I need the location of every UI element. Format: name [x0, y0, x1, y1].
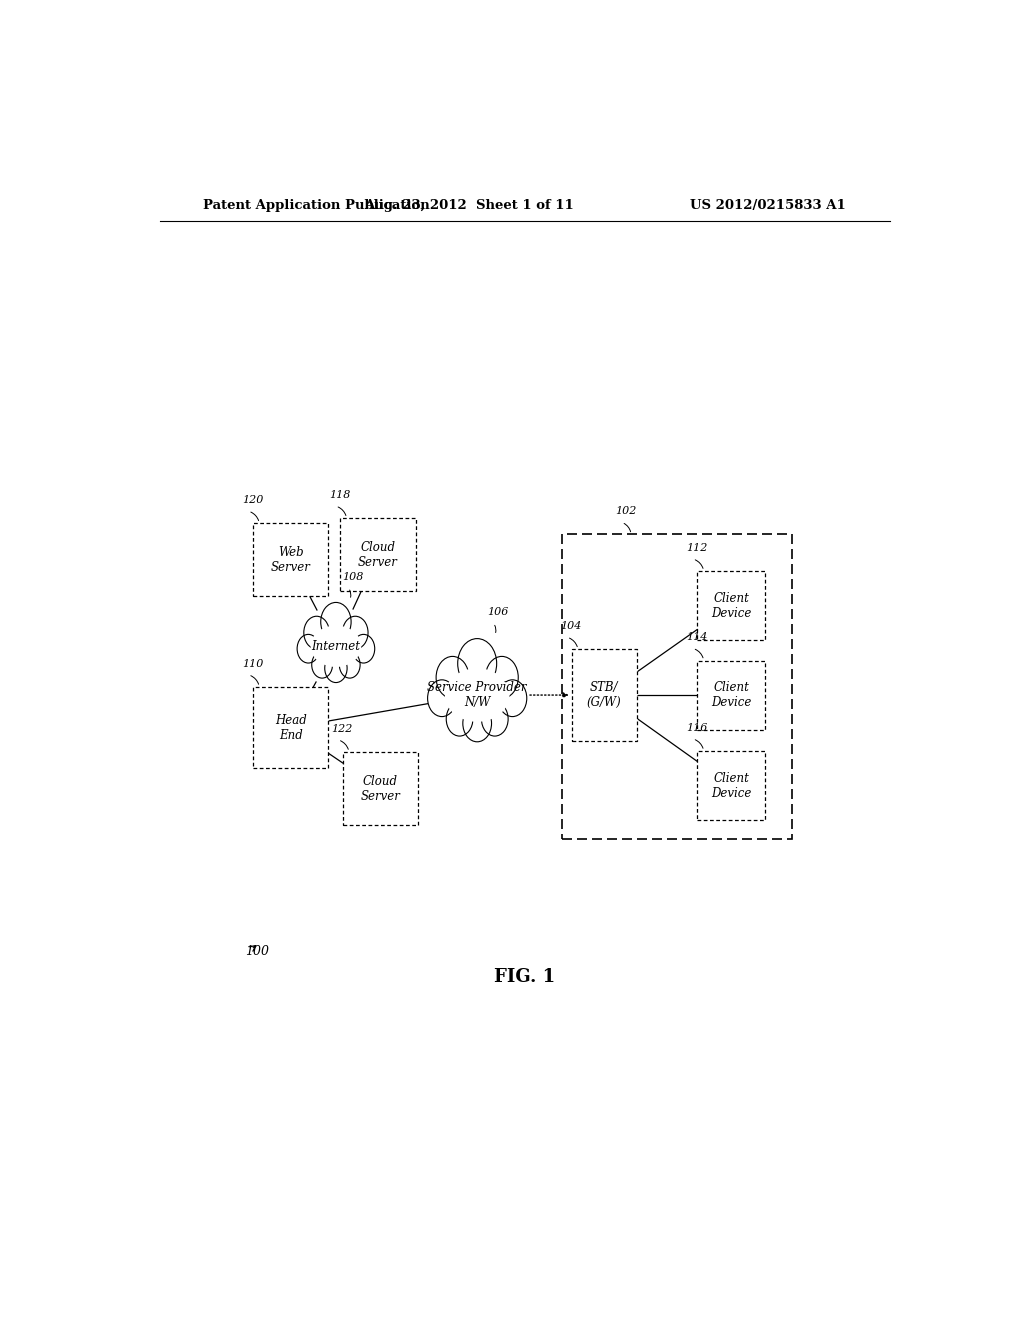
- Text: 106: 106: [486, 607, 508, 616]
- Text: 114: 114: [686, 632, 708, 643]
- Circle shape: [446, 702, 473, 737]
- Circle shape: [339, 652, 360, 678]
- Text: 108: 108: [342, 572, 364, 582]
- Text: FIG. 1: FIG. 1: [495, 968, 555, 986]
- Circle shape: [498, 680, 526, 717]
- Text: 112: 112: [686, 543, 708, 553]
- Ellipse shape: [310, 626, 361, 667]
- Circle shape: [325, 653, 347, 682]
- Text: Head
End: Head End: [274, 714, 306, 742]
- FancyBboxPatch shape: [697, 751, 765, 820]
- Circle shape: [463, 705, 492, 742]
- Circle shape: [304, 616, 330, 649]
- Text: 122: 122: [332, 723, 353, 734]
- Circle shape: [481, 702, 508, 737]
- Circle shape: [485, 656, 518, 698]
- Text: Patent Application Publication: Patent Application Publication: [204, 199, 430, 213]
- FancyBboxPatch shape: [253, 523, 329, 597]
- Text: Web
Server: Web Server: [270, 546, 310, 574]
- Circle shape: [352, 635, 375, 663]
- Text: 120: 120: [242, 495, 263, 506]
- Circle shape: [321, 602, 351, 642]
- Text: Service Provider
N/W: Service Provider N/W: [427, 681, 527, 709]
- FancyBboxPatch shape: [697, 660, 765, 730]
- Text: Client
Device: Client Device: [711, 591, 752, 619]
- FancyBboxPatch shape: [340, 519, 416, 591]
- Text: 110: 110: [242, 659, 263, 669]
- Text: Cloud
Server: Cloud Server: [360, 775, 400, 803]
- Text: 116: 116: [686, 722, 708, 733]
- FancyBboxPatch shape: [571, 649, 637, 741]
- Text: STB/
(G/W): STB/ (G/W): [587, 681, 622, 709]
- Circle shape: [458, 639, 497, 689]
- Text: 118: 118: [329, 490, 350, 500]
- Text: 102: 102: [615, 506, 637, 516]
- Text: Aug. 23, 2012  Sheet 1 of 11: Aug. 23, 2012 Sheet 1 of 11: [365, 199, 574, 213]
- FancyBboxPatch shape: [343, 752, 418, 825]
- Circle shape: [342, 616, 368, 649]
- Text: Client
Device: Client Device: [711, 771, 752, 800]
- FancyBboxPatch shape: [253, 686, 329, 768]
- Circle shape: [428, 680, 457, 717]
- Circle shape: [311, 652, 333, 678]
- Text: 100: 100: [246, 945, 269, 958]
- Text: US 2012/0215833 A1: US 2012/0215833 A1: [690, 199, 846, 213]
- Text: 104: 104: [560, 620, 582, 631]
- Text: Cloud
Server: Cloud Server: [358, 541, 398, 569]
- Circle shape: [436, 656, 469, 698]
- Circle shape: [297, 635, 319, 663]
- Text: Client
Device: Client Device: [711, 681, 752, 709]
- Ellipse shape: [444, 668, 510, 722]
- FancyBboxPatch shape: [697, 572, 765, 640]
- Text: Internet: Internet: [311, 640, 360, 653]
